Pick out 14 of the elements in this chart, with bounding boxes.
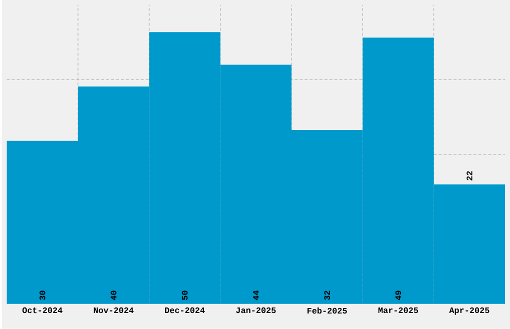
- x-tick-label: Nov-2024: [94, 308, 134, 314]
- x-tick-label: Feb-2025: [308, 308, 347, 314]
- data-label: 30: [40, 290, 46, 300]
- x-tick-label: Oct-2024: [22, 308, 62, 314]
- data-label: 44: [253, 290, 259, 300]
- data-label: 40: [110, 290, 116, 300]
- x-tick-label: Mar-2025: [378, 308, 418, 314]
- x-tick-label: Apr-2025: [449, 308, 490, 315]
- data-label: 32: [324, 290, 330, 300]
- data-label: 49: [395, 290, 402, 300]
- data-label: 50: [182, 290, 188, 300]
- data-label: 22: [466, 171, 472, 180]
- x-tick-label: Dec-2024: [165, 308, 205, 314]
- x-tick-label: Jan-2025: [236, 308, 276, 314]
